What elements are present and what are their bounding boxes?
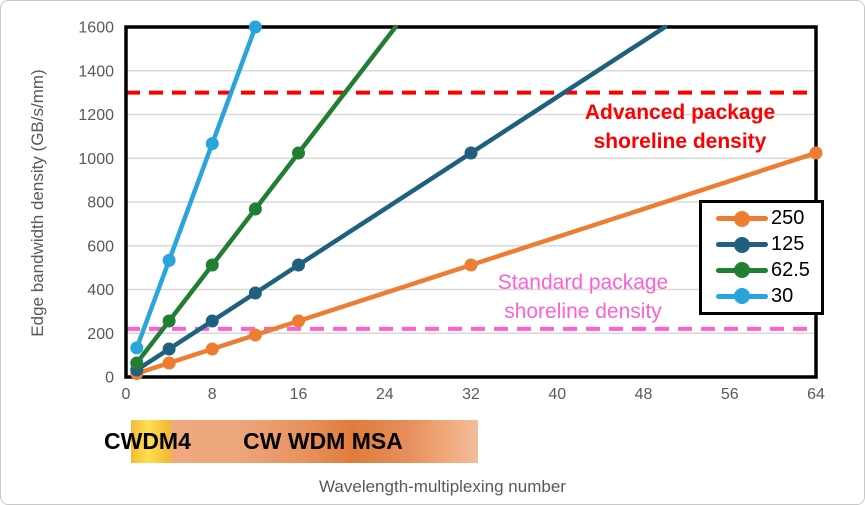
- x-tick-label: 24: [376, 386, 394, 403]
- legend-label: 250: [771, 207, 805, 230]
- legend-line-marker-icon: [716, 288, 768, 305]
- x-tick-label: 40: [548, 386, 566, 403]
- legend-line-marker-icon: [716, 262, 768, 279]
- annotation-line: Advanced package: [584, 101, 776, 124]
- y-axis-title: Edge bandwidth density (GB/s/mm): [28, 69, 47, 337]
- series-marker-250: [205, 342, 219, 356]
- y-tick-label: 400: [87, 282, 114, 299]
- x-tick-label: 16: [290, 386, 308, 403]
- legend-item-30: 30: [716, 283, 821, 309]
- x-tick-label: 8: [208, 386, 217, 403]
- legend-item-125: 125: [716, 232, 821, 258]
- wavelength-range-gradient-bar: [131, 420, 478, 463]
- annotation-advanced-package-shoreline-density: Advanced package shoreline density: [585, 98, 775, 156]
- series-marker-250: [292, 314, 305, 328]
- legend-item-62-5: 62.5: [716, 258, 821, 284]
- series-line-30: [134, 24, 258, 351]
- y-tick-label: 800: [87, 195, 114, 212]
- x-tick-label: 56: [721, 386, 739, 403]
- y-tick-label: 1400: [78, 63, 114, 80]
- legend-line-marker-icon: [716, 210, 768, 227]
- series-marker-62.5: [205, 258, 219, 272]
- series-marker-250: [162, 356, 176, 370]
- legend: 250 125 62.5 30: [699, 200, 824, 315]
- legend-label: 62.5: [771, 258, 810, 281]
- y-tick-label: 600: [87, 238, 114, 255]
- series-line-62.5: [134, 24, 398, 366]
- series-marker-62.5: [130, 356, 144, 370]
- series-marker-250: [464, 258, 478, 272]
- series-marker-250: [809, 146, 823, 160]
- x-tick-label: 48: [635, 386, 653, 403]
- annotation-line: shoreline density: [504, 300, 662, 323]
- y-tick-label: 200: [87, 326, 114, 343]
- series-marker-62.5: [162, 314, 176, 328]
- y-tick-label: 1600: [78, 20, 114, 37]
- legend-line-marker-icon: [716, 236, 768, 253]
- series-marker-125: [162, 342, 176, 356]
- series-marker-30: [205, 137, 219, 151]
- band-label-cw-wdm-msa: CW WDM MSA: [243, 428, 403, 454]
- series-marker-62.5: [248, 202, 262, 216]
- annotation-line: shoreline density: [593, 130, 767, 153]
- series-marker-30: [130, 341, 144, 355]
- series-marker-30: [162, 253, 176, 267]
- series-marker-250: [248, 328, 262, 342]
- series-marker-125: [205, 314, 219, 328]
- x-tick-label: 32: [462, 386, 480, 403]
- y-tick-label: 1000: [78, 151, 114, 168]
- band-label-cwdm4: CWDM4: [104, 428, 191, 454]
- annotation-line: Standard package: [497, 271, 669, 294]
- y-tick-label: 0: [105, 370, 114, 387]
- series-marker-62.5: [292, 146, 305, 160]
- series-marker-30: [248, 20, 262, 34]
- series-marker-125: [292, 258, 305, 272]
- annotation-standard-package-shoreline-density: Standard package shoreline density: [498, 268, 668, 326]
- x-tick-label: 0: [122, 386, 131, 403]
- series-marker-125: [464, 146, 478, 160]
- series-marker-125: [248, 286, 262, 300]
- x-axis-title: Wavelength-multiplexing number: [319, 477, 566, 496]
- legend-item-250: 250: [716, 206, 821, 232]
- legend-label: 125: [771, 233, 805, 256]
- x-tick-label: 64: [807, 386, 825, 403]
- legend-label: 30: [771, 284, 794, 307]
- y-tick-label: 1200: [78, 107, 114, 124]
